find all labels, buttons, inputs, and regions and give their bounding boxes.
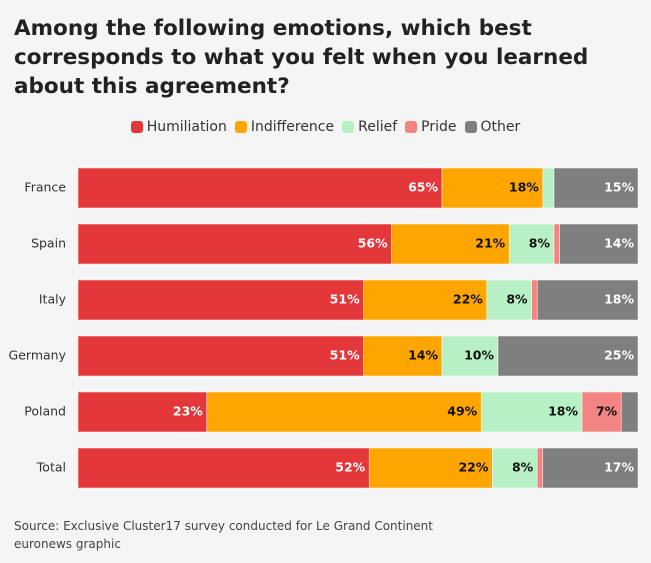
legend-label: Humiliation [146,119,227,135]
legend-label: Other [480,119,521,135]
data-label: 8% [506,292,528,307]
bar-segment [77,335,364,377]
legend-label: Relief [358,119,398,135]
source: Source: Exclusive Cluster17 survey condu… [14,519,433,533]
legend-label: Indifference [250,119,335,135]
data-label: 65% [408,180,438,195]
bar-segment [492,447,538,489]
bar-segment [553,167,639,209]
bar-segment [553,223,560,265]
bar-segment [441,335,499,377]
bar-segment [542,447,639,489]
legend-label: Pride [421,119,457,135]
legend-item: Relief [342,119,397,135]
bar-segment [77,391,208,433]
legend-swatch [234,121,247,133]
bar-segment [363,279,488,321]
legend-swatch [130,121,143,133]
bar-segment [77,279,364,321]
bar-segment [559,223,639,265]
credit: euronews graphic [14,537,121,551]
bar-segment [480,391,583,433]
bar-segment [363,335,443,377]
legend-item: Indifference [234,119,335,135]
legend-swatch [342,121,355,133]
legend: Humiliation Indifference Relief Pride Other [0,119,651,135]
data-label: 56% [358,236,388,251]
y-tick-label: Spain [31,236,66,251]
legend-swatch [464,121,477,133]
data-label: 49% [447,404,477,419]
bar-segment [581,391,622,433]
bar-segment [486,279,532,321]
bar-segment [620,391,639,433]
bar-segment [536,279,639,321]
data-label: 17% [604,460,634,475]
data-label: 14% [408,348,438,363]
data-label: 25% [604,348,634,363]
bar-segment [536,447,544,489]
data-label: 10% [464,348,494,363]
legend-item: Humiliation [130,119,227,135]
bar-segment [77,223,392,265]
y-tick-label: France [24,180,66,195]
bar-segment [368,447,493,489]
data-label: 22% [458,460,488,475]
legend-swatch [405,121,418,133]
bar-segment [206,391,482,433]
data-label: 18% [548,404,578,419]
data-label: 18% [604,292,634,307]
data-label: 23% [173,404,203,419]
data-label: 15% [604,180,634,195]
data-label: 22% [453,292,483,307]
data-label: 51% [330,292,360,307]
bar-segment [497,335,639,377]
legend-item: Pride [405,119,457,135]
bar-segment [441,167,544,209]
data-label: 52% [335,460,365,475]
data-label: 7% [596,404,618,419]
y-tick-label: Poland [24,404,66,419]
y-tick-label: Italy [39,292,67,307]
bar-segment [531,279,538,321]
chart: France 65% 18% 15% Spain 56% 21% 8% 14% Italy 51% 2… [9,167,639,489]
data-label: 14% [604,236,634,251]
y-tick-label: Total [36,460,66,475]
bar-segment [508,223,555,265]
data-label: 8% [529,236,551,251]
chart-title: Among the following emotions, which best… [14,16,589,99]
y-tick-label: Germany [9,348,67,363]
bar-segment [391,223,510,265]
legend-item: Other [464,119,521,135]
bar-segment [77,167,443,209]
bar-segment [77,447,370,489]
data-label: 21% [475,236,505,251]
data-label: 51% [330,348,360,363]
data-label: 18% [509,180,539,195]
bar-segment [542,167,555,209]
data-label: 8% [512,460,534,475]
